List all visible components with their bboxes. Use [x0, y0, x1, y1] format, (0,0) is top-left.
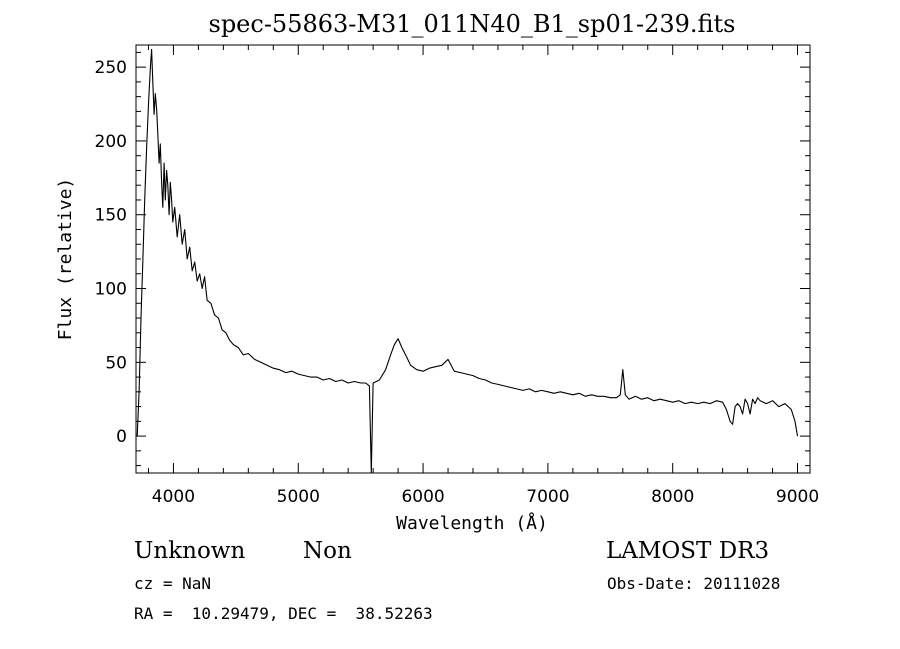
x-tick-label: 8000 [651, 487, 694, 507]
y-tick-label: 0 [116, 427, 127, 447]
object-subclass: Non [303, 538, 352, 564]
x-tick-label: 7000 [526, 487, 569, 507]
y-tick-label: 250 [95, 58, 127, 78]
y-tick-label: 100 [95, 280, 127, 300]
plot-frame [135, 44, 811, 474]
survey-name: LAMOST DR3 [606, 538, 770, 564]
spectrum-line [136, 48, 799, 474]
y-axis-label: Flux (relative) [55, 178, 76, 341]
y-tick-label: 50 [105, 353, 127, 373]
chart-title: spec-55863-M31_011N40_B1_sp01-239.fits [209, 10, 736, 38]
x-axis-label: Wavelength (Å) [396, 512, 548, 534]
x-tick-label: 6000 [401, 487, 444, 507]
plot-area [135, 44, 811, 474]
x-axis: 4000 5000 6000 7000 8000 9000 [147, 45, 819, 507]
object-class: Unknown [134, 538, 246, 564]
obs-date: Obs-Date: 20111028 [607, 574, 781, 593]
y-tick-label: 150 [95, 206, 127, 226]
x-tick-label: 9000 [776, 487, 819, 507]
y-tick-label: 200 [95, 132, 127, 152]
y-axis: 0 50 100 150 200 250 [95, 51, 810, 467]
x-tick-label: 5000 [277, 487, 320, 507]
x-tick-label: 4000 [152, 487, 195, 507]
redshift-value: cz = NaN [134, 574, 212, 593]
coordinates: RA = 10.29479, DEC = 38.52263 [134, 604, 433, 623]
